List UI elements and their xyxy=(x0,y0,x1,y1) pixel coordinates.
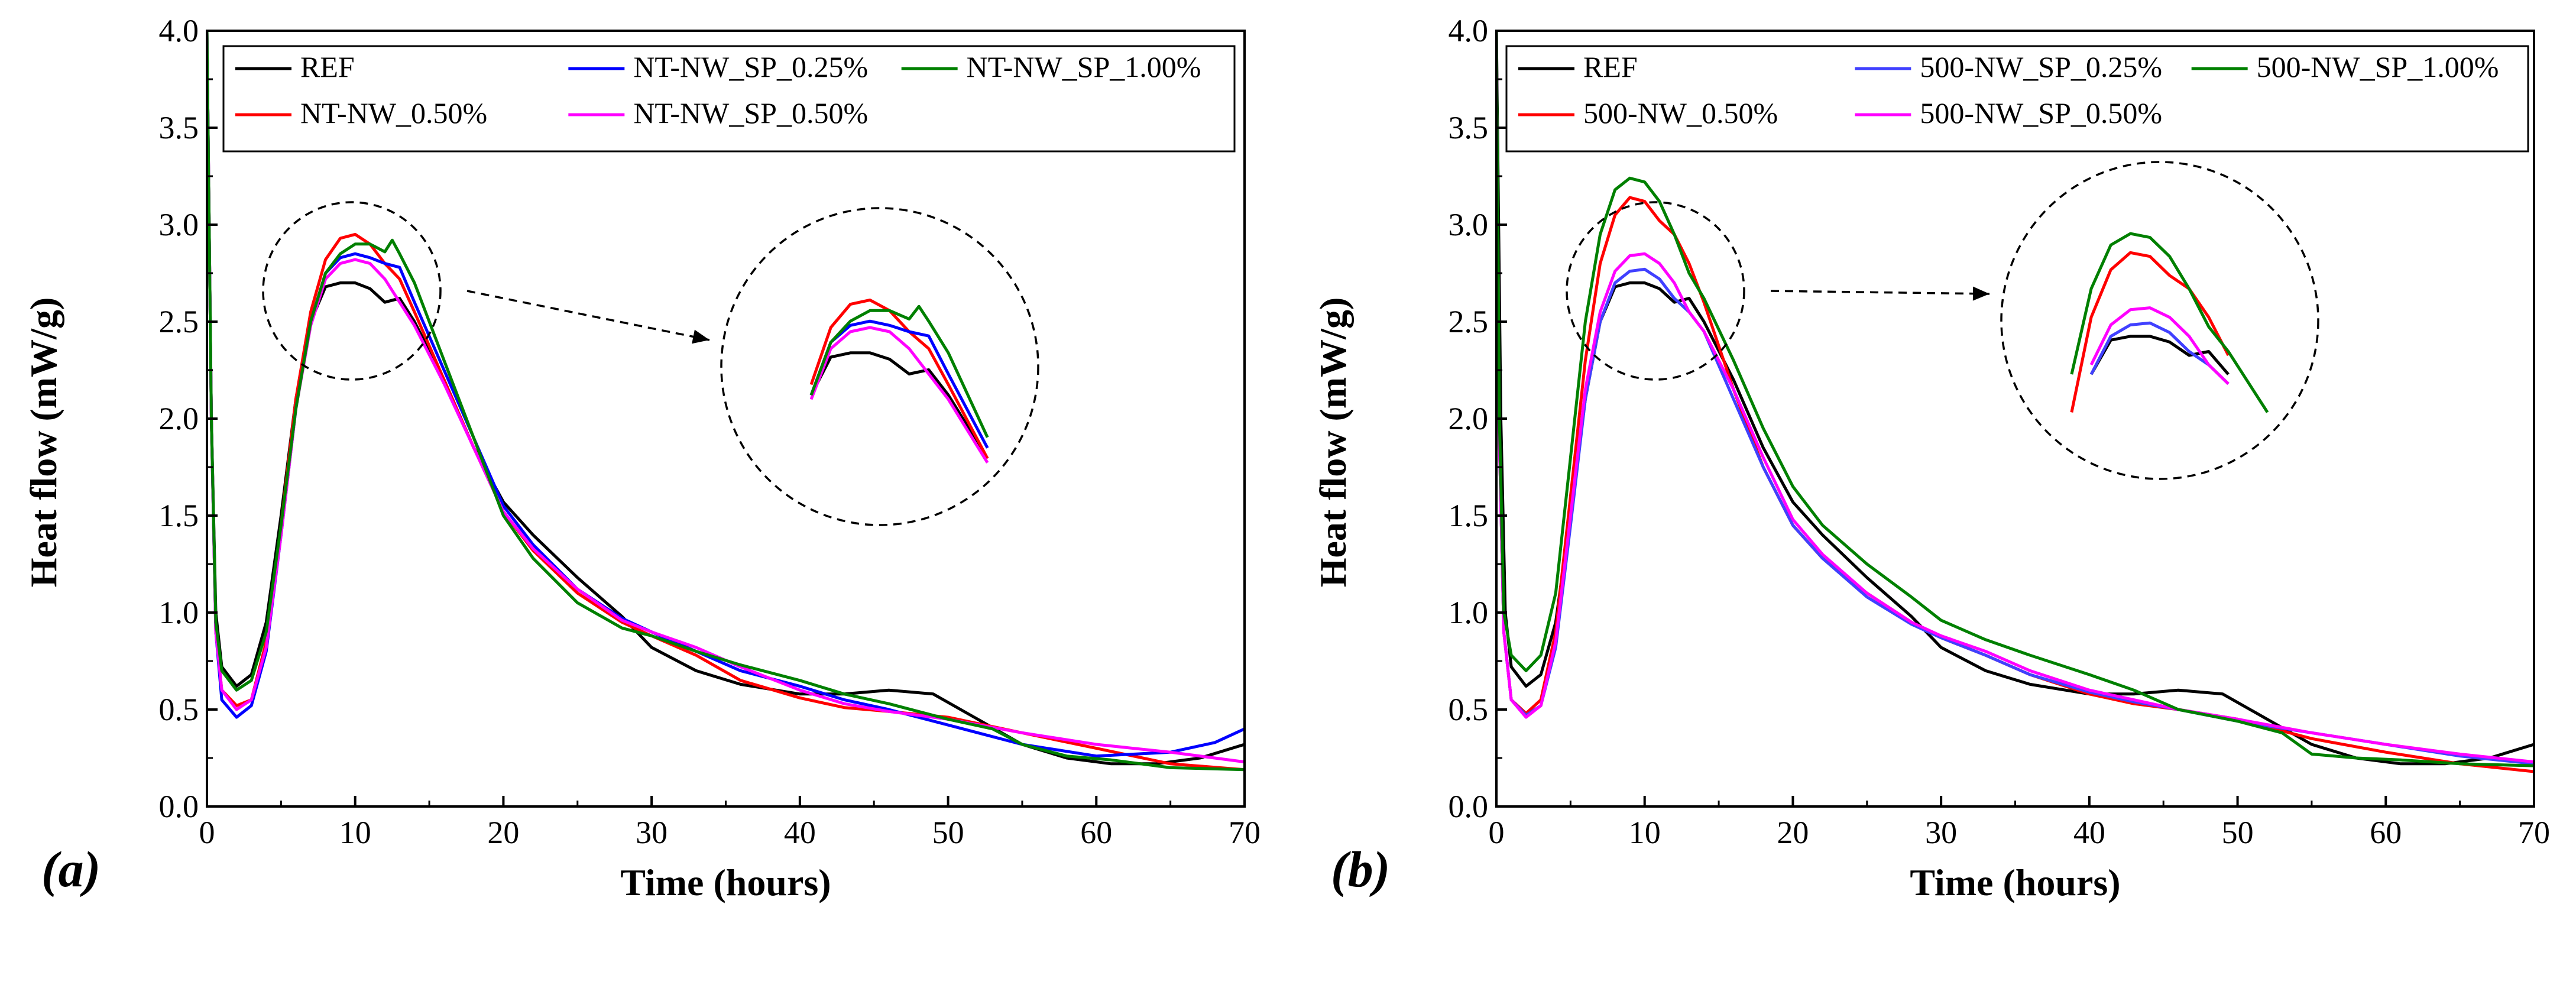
inset-line-REF xyxy=(2089,335,2230,375)
y-tick-label: 1.5 xyxy=(1449,498,1489,533)
legend-label: NT-NW_0.50% xyxy=(300,96,487,129)
x-tick-label: 50 xyxy=(2222,815,2254,850)
panel-a: 0 10 20 30 40 50 60 70 0.0 0.5 1.0 1.5 2.0 2.5 3.0 3.5 4… xyxy=(22,13,1261,903)
legend-label: NT-NW_SP_1.00% xyxy=(967,50,1201,83)
legend-label: REF xyxy=(300,50,355,83)
inset-line-500-NW_0.50% xyxy=(2070,251,2230,413)
y-tick-label: 2.5 xyxy=(159,304,199,339)
inset-series-group xyxy=(809,298,989,464)
x-tick-label: 60 xyxy=(1080,815,1112,850)
zoom-arrow-head xyxy=(692,329,709,344)
series-line-NT-NW_SP_1.00% xyxy=(207,31,1245,772)
x-tick-label: 20 xyxy=(1777,815,1809,850)
x-tick-label: 40 xyxy=(784,815,816,850)
inset-line-REF xyxy=(809,351,989,459)
x-tick-label: 30 xyxy=(636,815,668,850)
y-tick-label: 3.0 xyxy=(1449,207,1489,242)
legend-label: NT-NW_SP_0.50% xyxy=(633,96,868,129)
panel-b: 0 10 20 30 40 50 60 70 0.0 0.5 1.0 1.5 2.0 2.5 3.0 3.5 4… xyxy=(1312,13,2550,903)
y-tick-label: 1.0 xyxy=(1449,595,1489,630)
y-tick-label: 0.0 xyxy=(1449,789,1489,824)
y-axis-label: Heat flow (mW/g) xyxy=(1312,297,1354,588)
y-tick-label: 4.0 xyxy=(1449,13,1489,48)
zoom-region-circle xyxy=(1566,201,1745,381)
inset-line-NT-NW_SP_0.50% xyxy=(809,326,989,464)
x-tick-label: 40 xyxy=(2073,815,2105,850)
x-tick-label: 30 xyxy=(1925,815,1957,850)
x-axis-label: Time (hours) xyxy=(620,861,831,903)
y-tick-label: 0.5 xyxy=(1449,692,1489,727)
series-group xyxy=(207,31,1245,772)
y-tick-label: 2.0 xyxy=(159,401,199,436)
series-group xyxy=(1496,31,2534,773)
y-tick-label: 1.0 xyxy=(159,595,199,630)
x-tick-label: 70 xyxy=(2518,815,2550,850)
panel-label: (b) xyxy=(1331,841,1390,898)
y-tick-label: 1.5 xyxy=(159,498,199,533)
x-tick-label: 50 xyxy=(932,815,964,850)
y-tick-label: 3.5 xyxy=(159,110,199,145)
x-tick-label: 0 xyxy=(1489,815,1505,850)
y-tick-label: 3.5 xyxy=(1449,110,1489,145)
x-tick-label: 10 xyxy=(1629,815,1661,850)
y-tick-label: 0.5 xyxy=(159,692,199,727)
y-tick-label: 3.0 xyxy=(159,207,199,242)
x-tick-label: 60 xyxy=(2370,815,2402,850)
zoom-region-circle xyxy=(262,201,442,381)
inset-line-500-NW_SP_0.50% xyxy=(2089,306,2230,385)
zoom-inset-circle xyxy=(2000,161,2319,480)
series-line-500-NW_SP_1.00% xyxy=(1496,31,2534,767)
x-tick-label: 0 xyxy=(199,815,215,850)
legend-label: 500-NW_0.50% xyxy=(1583,96,1778,129)
series-line-500-NW_SP_0.50% xyxy=(1496,31,2534,764)
y-axis-label: Heat flow (mW/g) xyxy=(22,297,64,588)
x-tick-label: 10 xyxy=(339,815,371,850)
y-tick-label: 2.5 xyxy=(1449,304,1489,339)
legend-label: 500-NW_SP_0.50% xyxy=(1920,96,2162,129)
y-tick-label: 4.0 xyxy=(159,13,199,48)
zoom-arrow-head xyxy=(1972,286,1989,301)
inset-line-500-NW_SP_1.00% xyxy=(2070,232,2269,413)
y-tick-label: 2.0 xyxy=(1449,401,1489,436)
x-tick-label: 20 xyxy=(487,815,519,850)
legend-label: 500-NW_SP_1.00% xyxy=(2257,50,2499,83)
panel-label: (a) xyxy=(41,841,101,898)
inset-series-group xyxy=(2070,232,2269,413)
legend-label: NT-NW_SP_0.25% xyxy=(633,50,868,83)
legend: REF 500-NW_0.50% 500-NW_SP_0.25% 500-NW_SP_… xyxy=(1505,45,2529,153)
legend-label: REF xyxy=(1583,50,1638,83)
series-line-NT-NW_SP_0.50% xyxy=(207,31,1245,764)
y-tick-label: 0.0 xyxy=(159,789,199,824)
zoom-arrow xyxy=(1770,290,1990,295)
zoom-inset-circle xyxy=(720,207,1039,526)
inset-line-NT-NW_SP_1.00% xyxy=(809,305,989,438)
legend-label: 500-NW_SP_0.25% xyxy=(1920,50,2162,83)
legend-box xyxy=(1505,45,2529,153)
zoom-arrow xyxy=(466,290,710,341)
legend: REF NT-NW_0.50% NT-NW_SP_0.25% NT-NW_SP_0.5… xyxy=(222,45,1236,153)
x-axis-label: Time (hours) xyxy=(1910,861,2120,903)
x-tick-label: 70 xyxy=(1229,815,1261,850)
legend-box xyxy=(222,45,1236,153)
